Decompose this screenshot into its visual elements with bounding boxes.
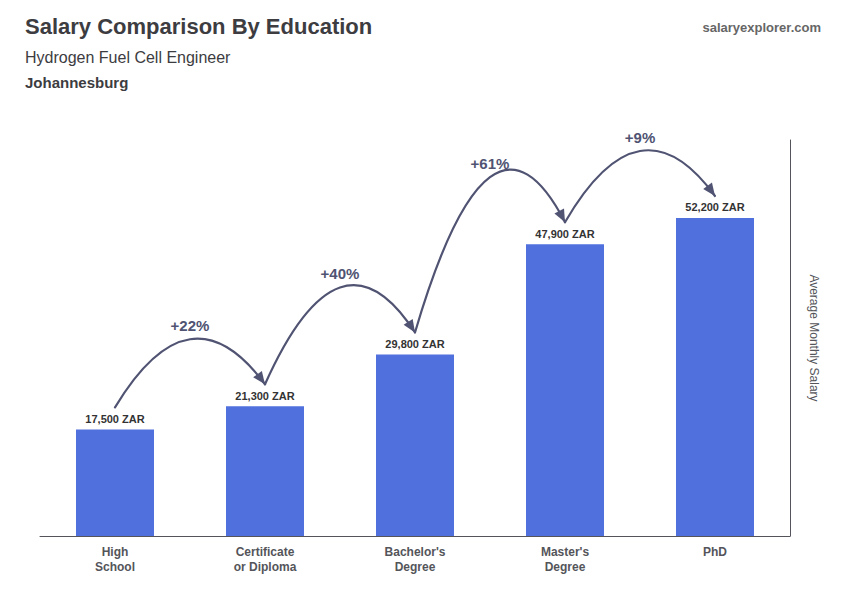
svg-text:Johannesburg: Johannesburg [25, 74, 128, 91]
svg-text:PhD: PhD [703, 545, 727, 559]
svg-text:Master's: Master's [541, 545, 590, 559]
svg-text:or Diploma: or Diploma [234, 560, 297, 574]
svg-text:Certificate: Certificate [236, 545, 295, 559]
svg-text:Salary Comparison By Education: Salary Comparison By Education [25, 14, 372, 39]
svg-text:47,900 ZAR: 47,900 ZAR [535, 228, 594, 240]
svg-text:52,200 ZAR: 52,200 ZAR [685, 201, 744, 213]
svg-text:+9%: +9% [625, 129, 655, 146]
svg-text:Degree: Degree [395, 560, 436, 574]
svg-text:29,800 ZAR: 29,800 ZAR [385, 338, 444, 350]
svg-text:+22%: +22% [171, 317, 210, 334]
svg-text:17,500 ZAR: 17,500 ZAR [85, 413, 144, 425]
svg-text:Average Monthly Salary: Average Monthly Salary [807, 274, 821, 401]
svg-text:Hydrogen Fuel Cell Engineer: Hydrogen Fuel Cell Engineer [25, 49, 231, 66]
svg-text:School: School [95, 560, 135, 574]
svg-text:Bachelor's: Bachelor's [385, 545, 446, 559]
svg-text:salaryexplorer.com: salaryexplorer.com [702, 20, 821, 35]
svg-text:+61%: +61% [471, 155, 510, 172]
svg-text:High: High [102, 545, 129, 559]
svg-text:21,300 ZAR: 21,300 ZAR [235, 390, 294, 402]
svg-text:+40%: +40% [321, 265, 360, 282]
svg-text:Degree: Degree [545, 560, 586, 574]
